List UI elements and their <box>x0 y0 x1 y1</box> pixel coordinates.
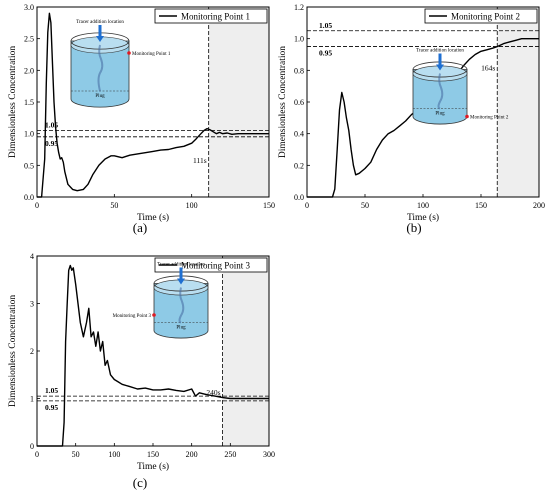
monitoring-point-marker <box>465 114 469 119</box>
y-tick-label: 2.0 <box>24 66 34 75</box>
series-line-monitoring-point-1 <box>37 12 269 198</box>
plug-label: Plug <box>176 326 186 331</box>
monitoring-point-label: Monitoring Point 2 <box>470 116 509 121</box>
legend: Monitoring Point 2 <box>424 8 538 24</box>
y-tick-label: 0.4 <box>294 130 304 139</box>
tracer-label: Tracer addition location <box>76 20 124 25</box>
legend-box <box>424 8 538 24</box>
settling-time-label: 240s <box>206 388 220 397</box>
y-tick-label: 0.8 <box>294 66 304 75</box>
x-tick-label: 150 <box>263 201 275 210</box>
tracer-label: Tracer addition location <box>157 263 205 268</box>
tracer-plume <box>178 287 185 324</box>
x-axis-label: Time (s) <box>137 212 169 223</box>
y-tick-label: 3 <box>30 300 34 309</box>
y-tick-label: 0.0 <box>294 193 304 202</box>
x-tick-label: 100 <box>417 201 429 210</box>
panel-label: (a) <box>133 220 147 235</box>
y-tick-label: 0 <box>30 442 34 451</box>
y-tick-label: 4 <box>30 252 34 261</box>
chart-panel-b: 0 50 100 150 200 0.0 0.2 0.4 0.6 0.8 1.0 1.2 Time (s… <box>278 3 545 235</box>
settled-region-shade <box>497 7 539 197</box>
settled-region-shade <box>208 7 269 197</box>
y-tick-label: 2 <box>30 347 34 356</box>
x-tick-label: 200 <box>186 450 198 459</box>
reference-label-lower: 0.95 <box>45 403 58 412</box>
y-tick-label: 1.0 <box>294 35 304 44</box>
y-tick-label: 1 <box>30 395 34 404</box>
tracer-label: Tracer addition location <box>416 49 464 54</box>
settled-region-shade <box>222 256 269 446</box>
legend: Monitoring Point 3 <box>154 257 268 273</box>
x-tick-label: 50 <box>72 450 80 459</box>
tracer-plume <box>97 44 104 92</box>
y-axis-label: Dimensionless Concentration <box>8 46 18 158</box>
y-tick-label: 1.5 <box>24 98 34 107</box>
down-arrow-icon <box>177 278 185 285</box>
x-axis-label: Time (s) <box>407 212 439 223</box>
tank-diagram: Tracer addition location Plug Monitoring P… <box>412 49 509 125</box>
y-axis-label: Dimensionless Concentration <box>278 46 288 158</box>
legend-box <box>154 8 268 24</box>
tank-diagram: Tracer addition location Plug Monitoring P… <box>70 20 171 108</box>
monitoring-point-label: Monitoring Point 3 <box>113 314 152 319</box>
plug-label: Plug <box>435 112 445 117</box>
legend-label: Monitoring Point 3 <box>181 261 251 271</box>
y-tick-label: 0.2 <box>294 161 304 170</box>
x-tick-label: 200 <box>533 201 545 210</box>
legend-box <box>154 257 268 273</box>
settling-time-label: 111s <box>193 156 207 165</box>
x-tick-label: 300 <box>263 450 275 459</box>
monitoring-point-marker <box>127 51 131 55</box>
down-arrow-icon <box>436 64 444 71</box>
x-tick-label: 100 <box>186 201 198 210</box>
panel-label: (c) <box>133 475 147 490</box>
chart-panel-a: 0 50 100 150 0.0 0.5 1.0 1.5 2.0 2.5 3.0 Time (s) Di… <box>8 3 275 235</box>
x-tick-label: 0 <box>35 201 39 210</box>
chart-panel-c: 0 50 100 150 200 250 300 0 1 2 3 4 Time (s) Dimension… <box>8 252 275 490</box>
y-tick-label: 1.0 <box>24 130 34 139</box>
y-axis-label: Dimensionless Concentration <box>8 295 18 407</box>
x-tick-label: 250 <box>224 450 236 459</box>
reference-label-lower: 0.95 <box>319 49 332 58</box>
down-arrow-icon <box>96 36 104 42</box>
reference-label-upper: 1.05 <box>45 121 58 130</box>
x-tick-label: 50 <box>110 201 118 210</box>
x-tick-label: 0 <box>305 201 309 210</box>
x-axis-label: Time (s) <box>137 461 169 472</box>
x-tick-label: 150 <box>475 201 487 210</box>
y-tick-label: 3.0 <box>24 3 34 12</box>
tank-body <box>153 283 209 339</box>
x-tick-label: 150 <box>147 450 159 459</box>
x-tick-label: 100 <box>108 450 120 459</box>
y-tick-label: 0.0 <box>24 193 34 202</box>
reference-label-lower: 0.95 <box>45 139 58 148</box>
x-tick-label: 0 <box>35 450 39 459</box>
reference-label-upper: 1.05 <box>319 21 332 30</box>
y-tick-label: 0.5 <box>24 161 34 170</box>
monitoring-point-label: Monitoring Point 1 <box>132 52 171 57</box>
tracer-plume <box>437 73 444 110</box>
x-tick-label: 50 <box>361 201 369 210</box>
legend: Monitoring Point 1 <box>154 8 268 24</box>
y-tick-label: 2.5 <box>24 35 34 44</box>
panel-label: (b) <box>406 220 421 235</box>
settling-time-label: 164s <box>481 63 495 72</box>
y-tick-label: 0.6 <box>294 98 304 107</box>
series-line-monitoring-point-3 <box>37 264 269 447</box>
tank-diagram: Tracer addition location Plug Monitoring P… <box>113 263 209 339</box>
y-tick-label: 1.2 <box>294 3 304 12</box>
reference-label-upper: 1.05 <box>45 386 58 395</box>
legend-label: Monitoring Point 1 <box>181 12 250 22</box>
legend-label: Monitoring Point 2 <box>451 12 520 22</box>
monitoring-point-marker <box>152 313 156 317</box>
plug-label: Plug <box>95 94 105 99</box>
